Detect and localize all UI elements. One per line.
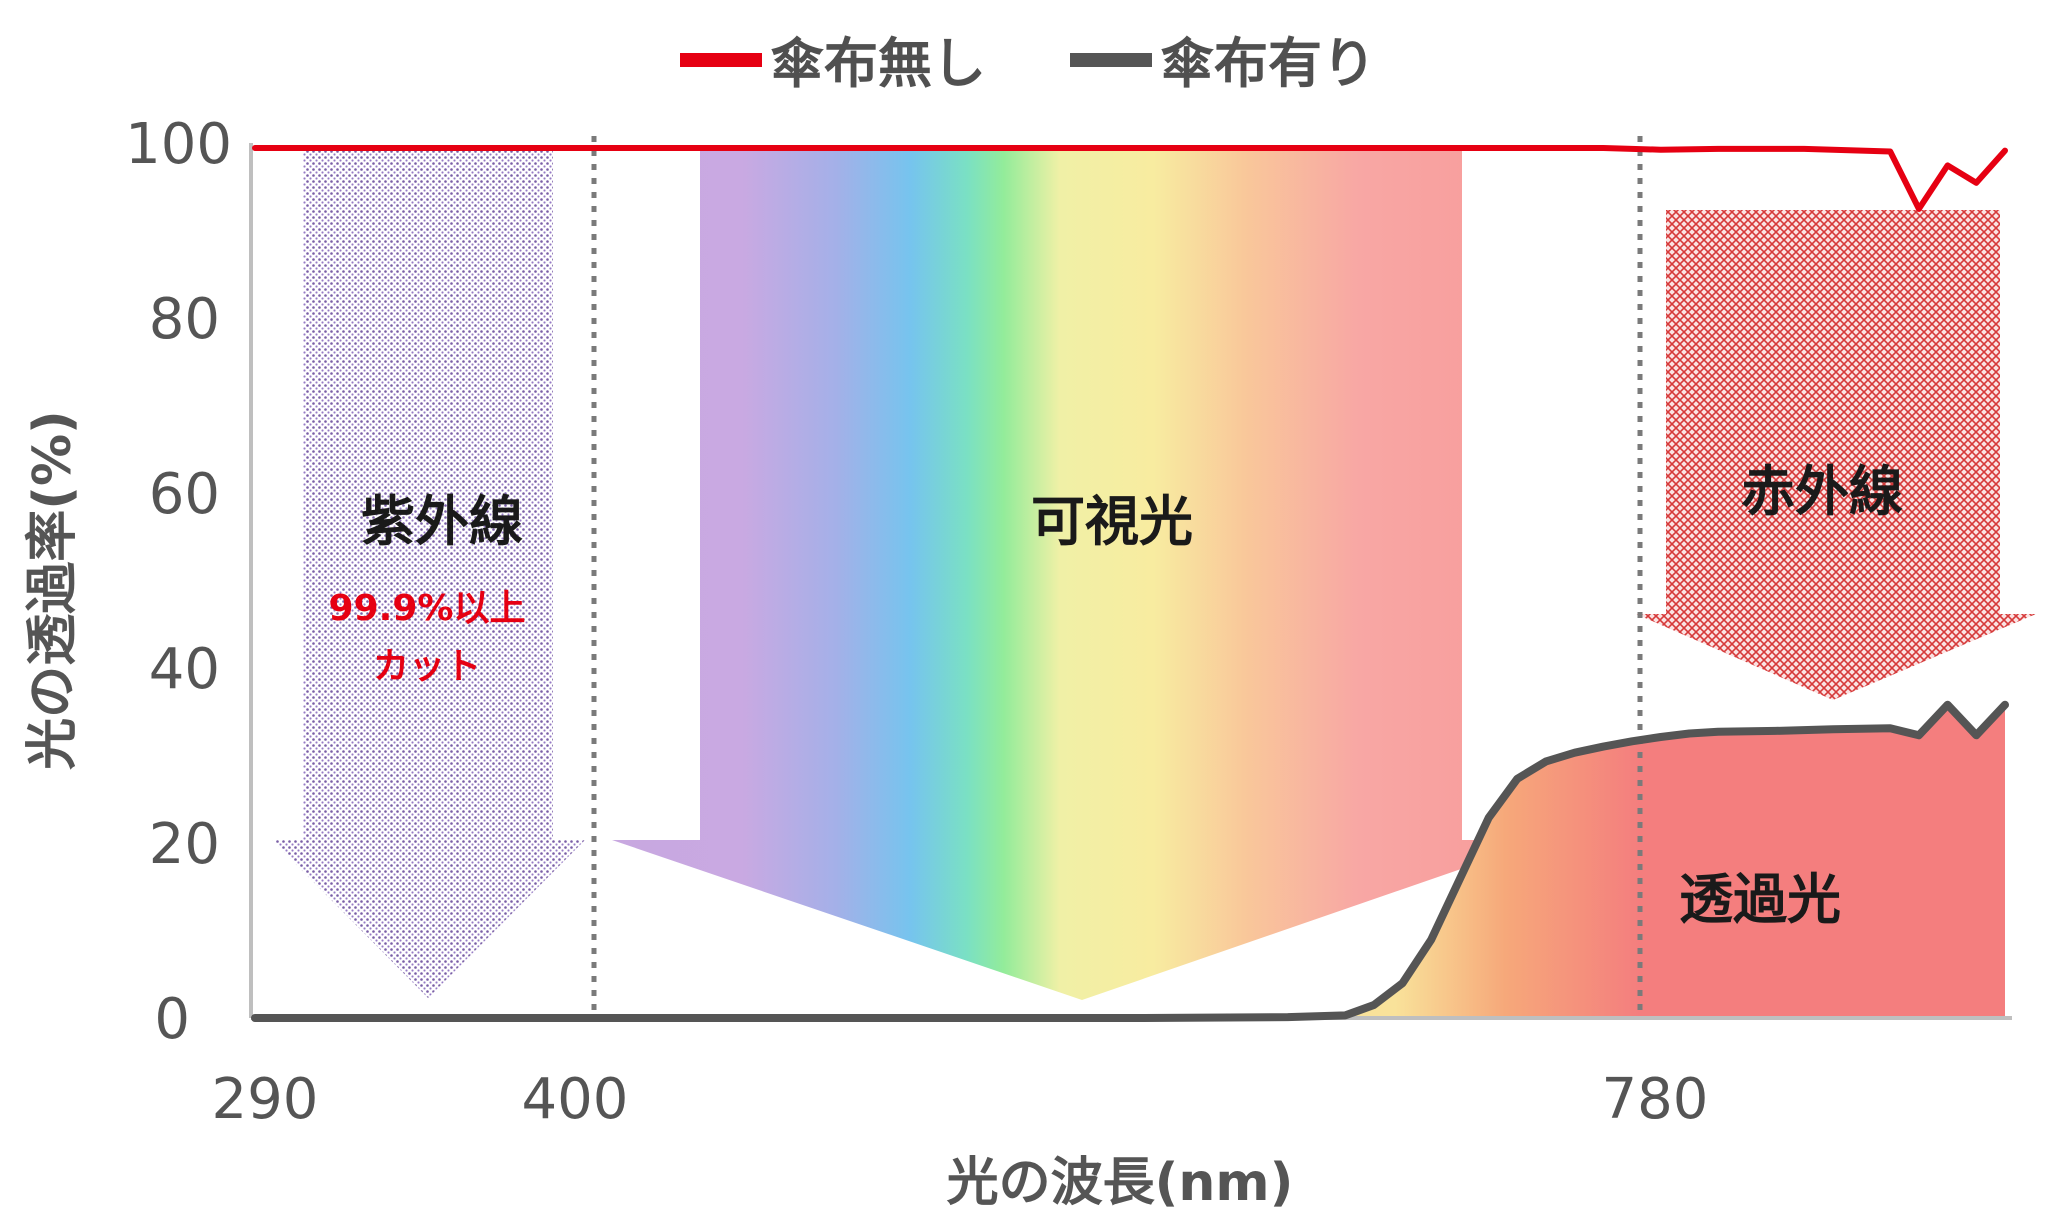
y-tick-40: 40 xyxy=(149,637,220,702)
y-tick-60: 60 xyxy=(149,462,220,527)
uv-label: 紫外線 xyxy=(361,490,523,553)
y-tick-0: 0 xyxy=(154,987,190,1052)
visible-arrow xyxy=(612,148,1545,1000)
uv-note-line2: カット xyxy=(373,646,481,687)
transmitted-light-label: 透過光 xyxy=(1679,868,1841,931)
uv-note-line1: 99.9%以上 xyxy=(329,588,526,629)
ir-label: 赤外線 xyxy=(1741,460,1903,523)
x-tick-780: 780 xyxy=(1602,1067,1709,1132)
ir-arrow xyxy=(1636,210,2036,700)
y-axis-title: 光の透過率(%) xyxy=(23,410,83,770)
series-line-no-fabric xyxy=(252,145,2008,212)
uv-arrow xyxy=(272,148,585,998)
transmitted-light-area xyxy=(1287,704,2005,1018)
legend-label-with-fabric: 傘布有り xyxy=(1160,32,1376,95)
y-tick-20: 20 xyxy=(149,812,220,877)
y-ticks: 0 20 40 60 80 100 xyxy=(125,112,232,1052)
x-axis-title: 光の波長(nm) xyxy=(947,1153,1294,1213)
visible-label: 可視光 xyxy=(1031,490,1193,553)
y-tick-100: 100 xyxy=(125,112,232,177)
legend: 傘布無し 傘布有り xyxy=(680,32,1376,95)
x-tick-290: 290 xyxy=(212,1067,319,1132)
y-tick-80: 80 xyxy=(149,287,220,352)
series-line-with-fabric xyxy=(251,700,2009,1022)
legend-label-no-fabric: 傘布無し xyxy=(770,32,986,95)
x-ticks: 290 400 780 xyxy=(212,1067,1709,1132)
x-tick-400: 400 xyxy=(522,1067,629,1132)
